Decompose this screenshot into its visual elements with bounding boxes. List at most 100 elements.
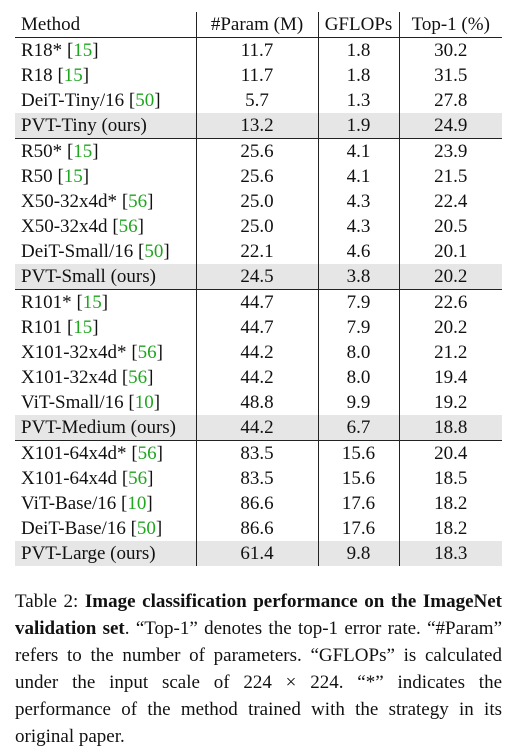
table-row: X101-32x4d [56] 44.2 8.0 19.4 (15, 365, 502, 390)
results-table-container: Method #Param (M) GFLOPs Top-1 (%) R18* … (15, 12, 502, 566)
method-name: PVT-Medium (ours) (21, 417, 176, 438)
method-name: X101-32x4d* (21, 342, 127, 363)
cell-param: 13.2 (196, 113, 318, 139)
citation-link[interactable]: 15 (83, 292, 102, 313)
cell-gflops: 1.9 (318, 113, 399, 139)
cell-method: R18 [15] (15, 63, 196, 88)
citation-link[interactable]: 56 (128, 468, 147, 489)
cell-top1: 20.4 (399, 441, 502, 467)
cell-gflops: 6.7 (318, 415, 399, 441)
header-top1: Top-1 (%) (399, 12, 502, 38)
cell-gflops: 15.6 (318, 466, 399, 491)
citation-link[interactable]: 15 (64, 65, 83, 86)
header-row: Method #Param (M) GFLOPs Top-1 (%) (15, 12, 502, 38)
cell-top1: 19.2 (399, 390, 502, 415)
cell-method: R50 [15] (15, 164, 196, 189)
cell-top1: 20.1 (399, 239, 502, 264)
table-row: ViT-Base/16 [10] 86.6 17.6 18.2 (15, 491, 502, 516)
cell-param: 44.2 (196, 415, 318, 441)
cell-gflops: 9.8 (318, 541, 399, 566)
cell-method: DeiT-Base/16 [50] (15, 516, 196, 541)
cell-gflops: 9.9 (318, 390, 399, 415)
cell-method: PVT-Small (ours) (15, 264, 196, 290)
cell-method: DeiT-Tiny/16 [50] (15, 88, 196, 113)
cell-top1: 22.4 (399, 189, 502, 214)
citation-link[interactable]: 50 (135, 90, 154, 111)
cell-param: 44.7 (196, 290, 318, 316)
header-gflops: GFLOPs (318, 12, 399, 38)
cell-top1: 18.3 (399, 541, 502, 566)
cell-gflops: 4.6 (318, 239, 399, 264)
cell-top1: 23.9 (399, 139, 502, 165)
cell-top1: 20.2 (399, 264, 502, 290)
cell-gflops: 7.9 (318, 290, 399, 316)
cell-gflops: 4.3 (318, 189, 399, 214)
cell-method: R101* [15] (15, 290, 196, 316)
cell-param: 44.7 (196, 315, 318, 340)
cell-param: 11.7 (196, 38, 318, 64)
table-row: DeiT-Tiny/16 [50] 5.7 1.3 27.8 (15, 88, 502, 113)
method-name: ViT-Base/16 (21, 493, 116, 514)
cell-param: 22.1 (196, 239, 318, 264)
citation-link[interactable]: 56 (138, 443, 157, 464)
citation-link[interactable]: 15 (64, 166, 83, 187)
cell-param: 44.2 (196, 340, 318, 365)
method-name: R18 (21, 65, 53, 86)
method-name: R50* (21, 141, 62, 162)
method-name: X101-32x4d (21, 367, 117, 388)
table-row: X50-32x4d* [56] 25.0 4.3 22.4 (15, 189, 502, 214)
citation-link[interactable]: 56 (119, 216, 138, 237)
citation-link[interactable]: 56 (128, 367, 147, 388)
method-name: DeiT-Base/16 (21, 518, 126, 539)
citation-link[interactable]: 56 (128, 191, 147, 212)
citation-link[interactable]: 56 (138, 342, 157, 363)
cell-gflops: 17.6 (318, 491, 399, 516)
citation-link[interactable]: 50 (137, 518, 156, 539)
cell-gflops: 8.0 (318, 365, 399, 390)
cell-top1: 20.2 (399, 315, 502, 340)
cell-method: X101-32x4d [56] (15, 365, 196, 390)
method-name: DeiT-Tiny/16 (21, 90, 124, 111)
cell-gflops: 3.8 (318, 264, 399, 290)
cell-param: 25.6 (196, 139, 318, 165)
citation-link[interactable]: 15 (73, 317, 92, 338)
cell-param: 24.5 (196, 264, 318, 290)
cell-top1: 21.5 (399, 164, 502, 189)
citation-link[interactable]: 50 (144, 241, 163, 262)
cell-top1: 24.9 (399, 113, 502, 139)
cell-method: DeiT-Small/16 [50] (15, 239, 196, 264)
citation-link[interactable]: 10 (135, 392, 154, 413)
citation-link[interactable]: 10 (127, 493, 146, 514)
cell-param: 86.6 (196, 491, 318, 516)
cell-method: X101-64x4d [56] (15, 466, 196, 491)
table-row-ours: PVT-Small (ours) 24.5 3.8 20.2 (15, 264, 502, 290)
table-row: R50* [15] 25.6 4.1 23.9 (15, 139, 502, 165)
cell-method: X101-64x4d* [56] (15, 441, 196, 467)
table-row: R18 [15] 11.7 1.8 31.5 (15, 63, 502, 88)
table-row-ours: PVT-Large (ours) 61.4 9.8 18.3 (15, 541, 502, 566)
cell-method: PVT-Large (ours) (15, 541, 196, 566)
cell-top1: 18.5 (399, 466, 502, 491)
cell-param: 25.0 (196, 214, 318, 239)
table-row: R101 [15] 44.7 7.9 20.2 (15, 315, 502, 340)
cell-gflops: 15.6 (318, 441, 399, 467)
cell-param: 25.6 (196, 164, 318, 189)
cell-gflops: 17.6 (318, 516, 399, 541)
cell-param: 48.8 (196, 390, 318, 415)
header-method: Method (15, 12, 196, 38)
cell-top1: 21.2 (399, 340, 502, 365)
cell-gflops: 8.0 (318, 340, 399, 365)
caption-label: Table 2: (15, 591, 78, 612)
table-row-ours: PVT-Medium (ours) 44.2 6.7 18.8 (15, 415, 502, 441)
cell-method: R18* [15] (15, 38, 196, 64)
table-row: DeiT-Base/16 [50] 86.6 17.6 18.2 (15, 516, 502, 541)
cell-top1: 30.2 (399, 38, 502, 64)
cell-gflops: 1.3 (318, 88, 399, 113)
table-caption: Table 2: Image classification performanc… (15, 588, 502, 750)
citation-link[interactable]: 15 (73, 141, 92, 162)
cell-method: X50-32x4d [56] (15, 214, 196, 239)
cell-top1: 19.4 (399, 365, 502, 390)
table-row: ViT-Small/16 [10] 48.8 9.9 19.2 (15, 390, 502, 415)
citation-link[interactable]: 15 (73, 40, 92, 61)
method-name: PVT-Small (ours) (21, 266, 156, 287)
